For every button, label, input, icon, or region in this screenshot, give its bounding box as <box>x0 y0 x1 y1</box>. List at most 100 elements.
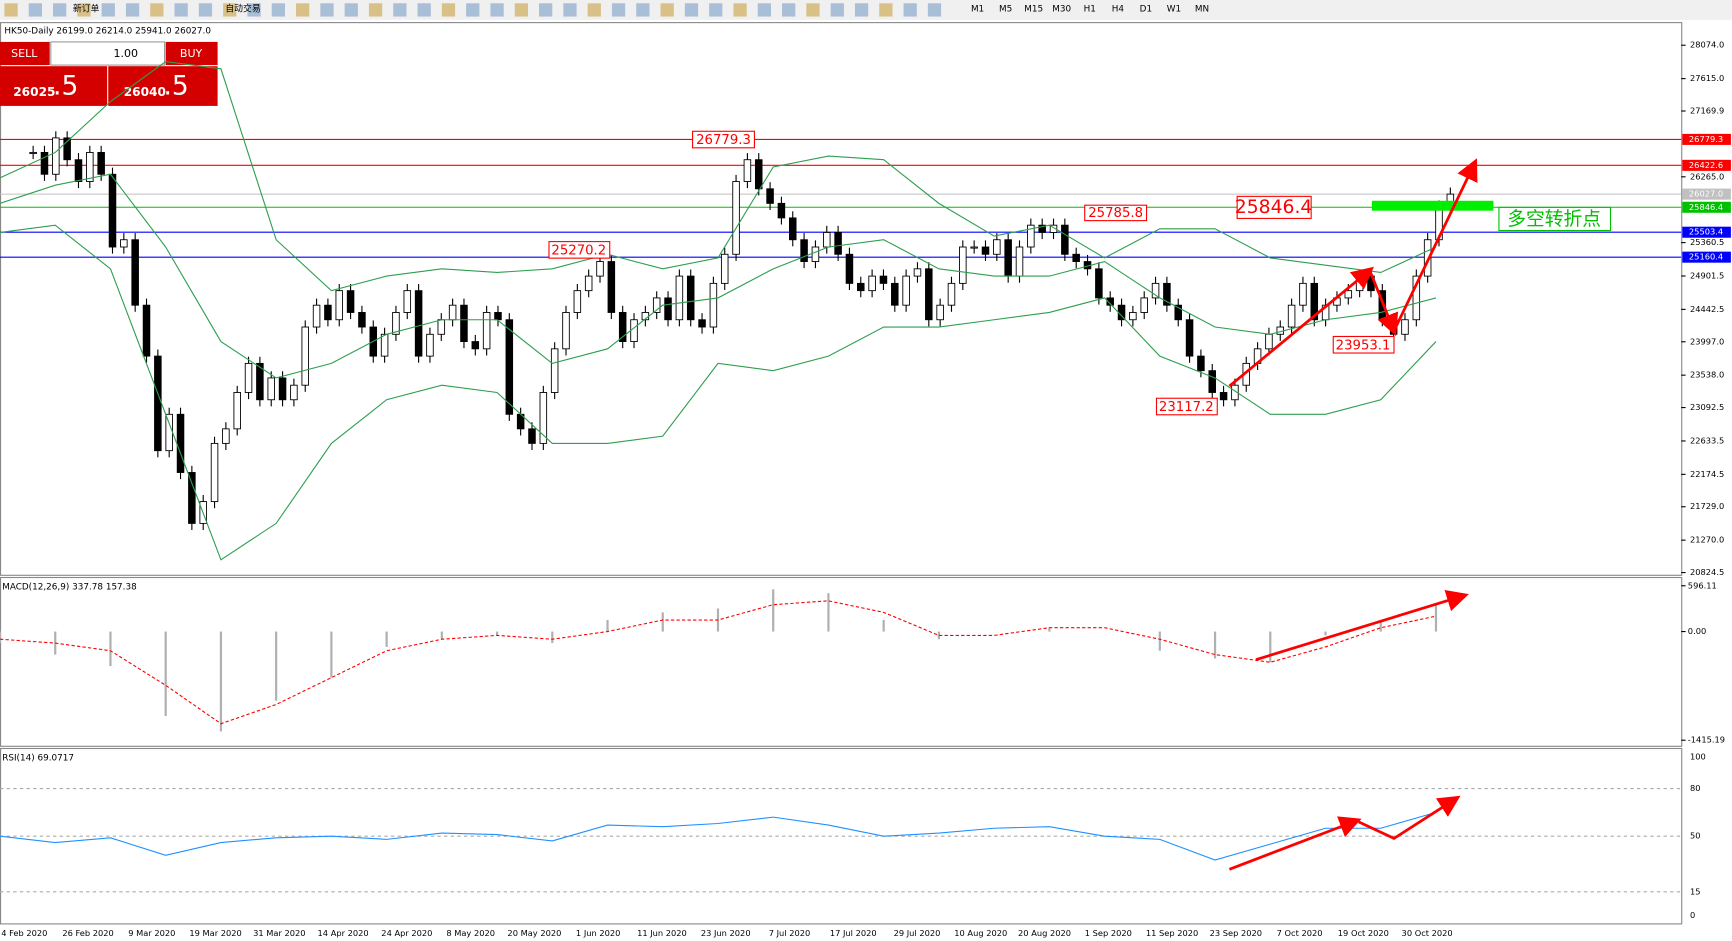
toolbar-icon <box>514 3 528 17</box>
price-tick-label: 27615.0 <box>1690 73 1724 83</box>
candle <box>754 159 763 190</box>
ask-box[interactable] <box>108 66 218 106</box>
macd-bar <box>219 631 223 732</box>
price-tick-label: 22174.5 <box>1690 469 1724 479</box>
toolbar-icon <box>174 3 188 17</box>
lot-input[interactable] <box>50 41 166 66</box>
candle <box>188 472 196 524</box>
annotation-box <box>1084 204 1148 222</box>
candle <box>925 268 933 321</box>
candle <box>392 312 400 335</box>
toolbar-icon <box>709 3 723 17</box>
candle <box>857 282 865 292</box>
timeframe-button: H4 <box>1112 4 1125 14</box>
toolbar-icon <box>271 3 285 17</box>
price-tick-label: 27169.9 <box>1690 105 1724 115</box>
candle <box>970 246 978 249</box>
macd-label: MACD(12,26,9) 337.78 157.38 <box>2 582 137 592</box>
candle <box>52 137 60 175</box>
toolbar-icon <box>927 3 942 17</box>
candle <box>233 392 241 430</box>
toolbar-icon <box>393 3 407 17</box>
date-label: 17 Jul 2020 <box>830 928 877 938</box>
toolbar-button[interactable]: 自动交易 <box>225 2 260 14</box>
candle <box>630 319 638 343</box>
macd-tick-label: -1415.19 <box>1688 735 1725 745</box>
buy-label: BUY <box>180 47 203 60</box>
candle <box>1038 224 1046 233</box>
macd-bar <box>164 631 167 717</box>
ask-price: 26040 <box>124 85 166 99</box>
toolbar-icon <box>587 3 601 17</box>
candle <box>1344 290 1353 299</box>
date-label: 20 Aug 2020 <box>1018 928 1071 938</box>
candle <box>709 282 718 328</box>
bollinger-lower <box>0 224 1437 561</box>
annotations: 26779.3 25270.2 25785.8 25846.4 23117.2 … <box>548 130 1612 416</box>
candle <box>1265 333 1273 350</box>
rsi-tick-label: 50 <box>1690 831 1701 841</box>
main-panel <box>0 22 1683 576</box>
candle <box>584 275 593 292</box>
candle <box>210 442 219 503</box>
sell-button[interactable] <box>0 41 50 66</box>
toolbar-button[interactable]: 新订单 <box>73 2 100 14</box>
toolbar-icon <box>490 3 504 17</box>
candle <box>1095 268 1103 299</box>
macd-bar <box>1379 620 1382 632</box>
price-tick-label: 24901.5 <box>1690 270 1724 280</box>
timeframe-button: H1 <box>1084 4 1096 14</box>
date-label: 10 Aug 2020 <box>954 928 1007 938</box>
candle <box>607 261 616 313</box>
macd-tick-label: 596.11 <box>1688 580 1717 590</box>
annotation-box <box>692 130 755 149</box>
toolbar-icon <box>223 3 237 17</box>
macd-bar <box>827 593 830 632</box>
rsi-line <box>0 811 1437 861</box>
candle <box>335 290 344 321</box>
toolbar-icon <box>782 3 796 17</box>
candle <box>267 377 275 401</box>
toolbar-icon <box>320 3 334 17</box>
candle <box>1219 392 1228 401</box>
candle <box>312 304 321 328</box>
date-label: 19 Oct 2020 <box>1338 928 1389 938</box>
date-label: 19 Mar 2020 <box>189 928 241 938</box>
toolbar-icon <box>757 3 772 17</box>
toolbar-icon <box>441 3 456 17</box>
bid-box[interactable] <box>0 66 108 106</box>
price-tick-label: 28074.0 <box>1690 40 1724 50</box>
candle <box>380 333 389 357</box>
price-tick-label: 23538.0 <box>1690 370 1724 380</box>
toolbar-icon <box>150 3 164 17</box>
candle <box>1163 282 1171 306</box>
candle <box>732 181 740 255</box>
candle <box>1208 370 1216 393</box>
toolbar-icon <box>830 3 844 17</box>
timeframe-button: M1 <box>971 4 984 14</box>
candle <box>358 312 366 328</box>
price-tick-label: 22633.5 <box>1690 435 1724 445</box>
annotation: 25270.2 <box>551 243 606 258</box>
toolbar-icon <box>125 3 140 17</box>
annotation-box <box>1236 195 1312 219</box>
candle <box>800 239 808 262</box>
level-label: 25846.4 <box>1689 202 1723 212</box>
rsi-tick-label: 100 <box>1690 751 1706 761</box>
chart-header: HK50-Daily 26199.0 26214.0 25941.0 26027… <box>4 26 211 36</box>
bollinger-middle <box>0 173 1437 379</box>
rsi-tick-label: 0 <box>1690 910 1695 920</box>
candle <box>256 362 264 401</box>
buy-button[interactable] <box>165 41 218 66</box>
candle <box>845 253 854 284</box>
candle <box>1412 275 1421 321</box>
candle <box>1129 312 1137 321</box>
candle <box>675 275 684 321</box>
candle <box>494 312 502 321</box>
toolbar-icon <box>879 3 893 17</box>
level-label-box <box>1682 226 1731 238</box>
toolbar-icon <box>296 3 310 17</box>
candle <box>1027 224 1035 248</box>
toolbar-icon <box>247 3 261 17</box>
candle <box>176 413 185 473</box>
